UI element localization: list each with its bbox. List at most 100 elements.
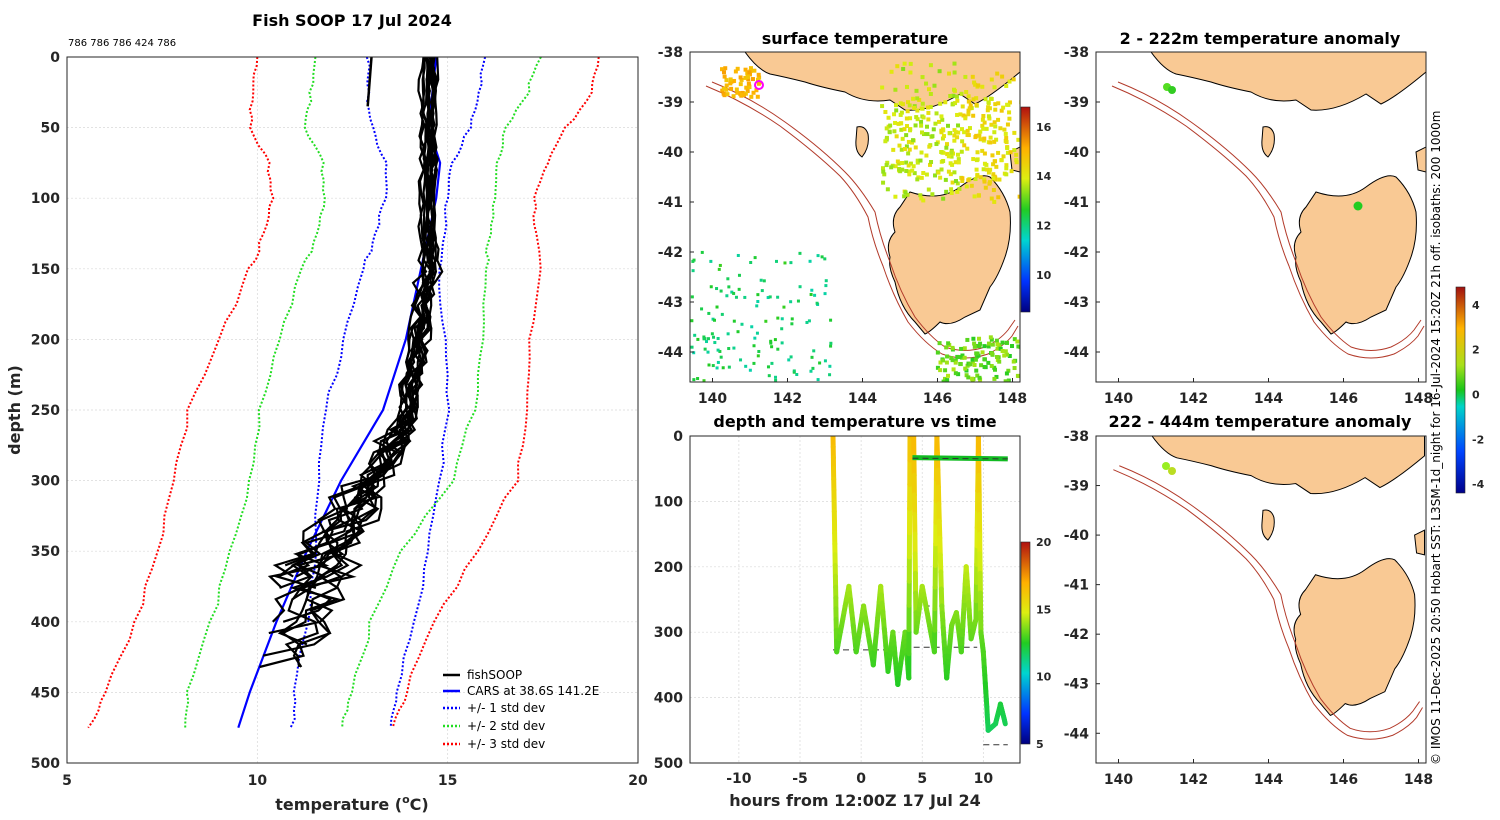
- sst-pixel: [776, 347, 780, 351]
- sst-pixel: [975, 351, 980, 356]
- sst-pixel: [749, 94, 754, 99]
- sst-pixel: [901, 66, 906, 71]
- sst-pixel: [911, 138, 916, 143]
- sst-pixel: [974, 167, 979, 172]
- sst-pixel: [995, 355, 1000, 360]
- sst-pixel: [891, 147, 896, 152]
- sst-pixel: [722, 70, 727, 75]
- sst-pixel: [939, 150, 944, 155]
- sst-pixel: [755, 94, 760, 99]
- sst-pixel: [899, 110, 904, 115]
- profile-xtick: 20: [628, 773, 648, 789]
- sst-pixel: [705, 340, 709, 344]
- sst-colorbar-ticks: 10 12 14 16: [1036, 121, 1052, 282]
- sst-pixel: [724, 78, 729, 83]
- sst-pixel: [905, 84, 910, 89]
- sst-pixel: [921, 198, 926, 203]
- sst-pixel: [982, 357, 987, 362]
- sst-pixel: [953, 160, 958, 165]
- sst-pixel: [756, 81, 761, 86]
- anom-ytick: -40: [1064, 145, 1090, 161]
- sst-pixel: [1005, 150, 1010, 155]
- sst-pixel: [885, 187, 890, 192]
- anom-ytick: -40: [1064, 528, 1090, 544]
- anom-xtick: 144: [1254, 391, 1283, 407]
- sst-pixel: [1002, 353, 1007, 358]
- sst-pixel: [753, 336, 757, 340]
- sst-pixel: [960, 139, 965, 144]
- sst-pixel: [732, 346, 736, 350]
- sst-pixel: [974, 158, 979, 163]
- sst-pixel: [995, 71, 1000, 76]
- sst-pixel: [904, 116, 909, 121]
- sst-pixel: [928, 91, 933, 96]
- anomaly-colorbar-tick: 4: [1472, 299, 1480, 312]
- sst-pixel: [956, 157, 961, 162]
- sst-pixel: [932, 83, 937, 88]
- profile-std3_hi-line: [391, 57, 600, 728]
- sst-pixel: [750, 77, 755, 82]
- sst-ytick: -42: [658, 245, 683, 261]
- sst-pixel: [928, 63, 933, 68]
- sst-pixel: [693, 333, 697, 337]
- sst-pixel: [913, 145, 918, 150]
- sst-pixel: [740, 322, 744, 326]
- anom-xtick: 146: [1329, 772, 1358, 788]
- anom-xtick: 142: [1179, 391, 1208, 407]
- sst-pixel: [955, 354, 960, 359]
- anom-ytick: -43: [1064, 677, 1089, 693]
- sst-pixel: [992, 199, 997, 204]
- dt-ytick: 100: [654, 494, 683, 510]
- sst-pixel: [972, 194, 977, 199]
- sst-pixel: [897, 143, 902, 148]
- sst-pixel: [950, 358, 955, 363]
- sst-pixel: [953, 179, 958, 184]
- sst-pixel: [770, 345, 774, 349]
- sst-pixel: [949, 190, 954, 195]
- sst-pixel: [955, 98, 960, 103]
- sst-pixel: [982, 177, 987, 182]
- sst-pixel: [937, 69, 942, 74]
- sst-pixel: [706, 350, 710, 354]
- sst-pixel: [953, 360, 958, 365]
- sst-pixel: [980, 350, 985, 355]
- sst-pixel: [955, 152, 960, 157]
- sst-pixel: [884, 135, 889, 140]
- profile-ytick: 100: [31, 191, 60, 207]
- sst-pixel: [938, 368, 943, 373]
- sst-pixel: [944, 345, 949, 350]
- sst-pixel: [769, 339, 773, 343]
- sst-pixel: [992, 85, 997, 90]
- sst-pixel: [748, 66, 753, 71]
- sst-pixel: [1004, 172, 1009, 177]
- sst-pixel: [746, 81, 751, 86]
- sst-pixel: [899, 127, 904, 132]
- sst-pixel: [980, 117, 985, 122]
- anom1-ticks: 140 142 144 146 148 -38 -39 -40 -41 -42 -43 -44: [1064, 45, 1433, 407]
- sst-pixel: [951, 367, 956, 372]
- sst-pixel: [900, 167, 905, 172]
- sst-pixel: [1004, 140, 1009, 145]
- sst-pixel: [696, 337, 700, 341]
- sst-pixel: [810, 288, 814, 292]
- sst-pixel: [924, 81, 929, 86]
- sst-pixel: [956, 372, 961, 377]
- sst-pixel: [798, 251, 802, 255]
- sst-pixel: [1005, 122, 1010, 127]
- sst-pixel: [738, 75, 743, 80]
- dt-surface-band: [912, 455, 1008, 462]
- anom-xtick: 140: [1104, 772, 1133, 788]
- sst-pixel: [754, 88, 759, 93]
- profile-std3_lo-line: [87, 57, 275, 729]
- profile-axes-box: [66, 56, 639, 764]
- sst-pixel: [829, 318, 833, 322]
- sst-title: surface temperature: [762, 29, 949, 48]
- sst-pixel: [999, 108, 1004, 113]
- sst-pixel: [894, 134, 899, 139]
- sst-pixel: [787, 358, 791, 362]
- sst-pixel: [995, 342, 1000, 347]
- sst-pixel: [766, 296, 770, 300]
- sst-pixel: [700, 250, 704, 254]
- sst-pixel: [947, 131, 952, 136]
- sst-pixel: [905, 100, 910, 105]
